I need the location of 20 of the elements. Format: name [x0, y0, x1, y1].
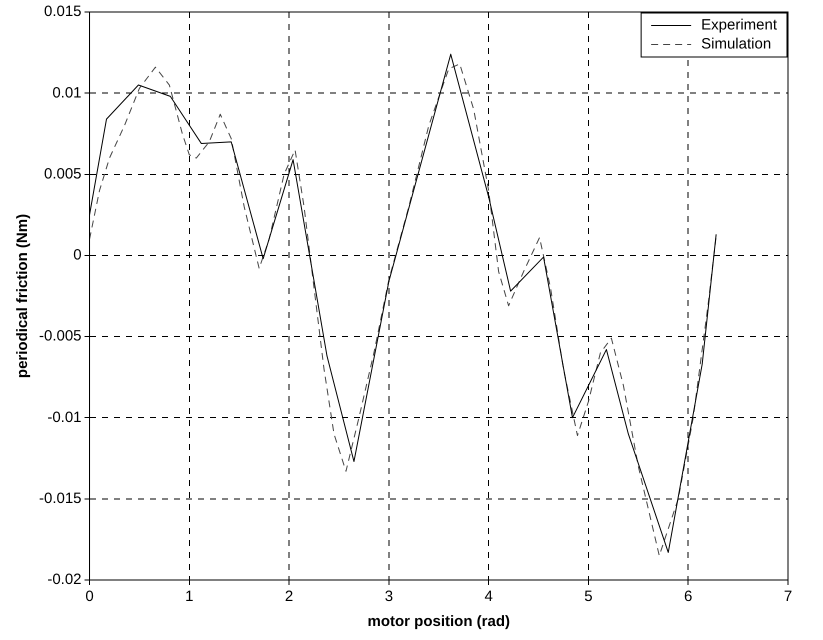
x-tick-label: 4: [484, 588, 493, 606]
x-tick-label: 1: [185, 588, 194, 606]
x-tick-label: 7: [784, 588, 792, 606]
y-tick-label: -0.005: [38, 328, 82, 345]
y-tick-label: 0.015: [44, 3, 82, 20]
x-tick-label: 5: [584, 588, 593, 606]
x-tick-label: 6: [684, 588, 692, 606]
x-tick-label: 0: [85, 588, 94, 606]
x-tick-label: 3: [384, 588, 394, 606]
y-tick-label: 0.01: [52, 84, 82, 102]
y-axis-title: periodical friction (Nm): [14, 214, 32, 378]
y-tick-label: -0.02: [47, 571, 82, 588]
legend-label: Experiment: [701, 16, 778, 34]
y-tick-label: 0.005: [44, 165, 82, 182]
y-tick-label: -0.01: [47, 408, 82, 426]
y-tick-label: 0: [73, 246, 82, 264]
legend-label: Simulation: [701, 36, 772, 53]
x-axis-title: motor position (rad): [368, 613, 510, 630]
y-tick-label: -0.015: [38, 490, 82, 507]
x-tick-label: 2: [284, 588, 294, 606]
